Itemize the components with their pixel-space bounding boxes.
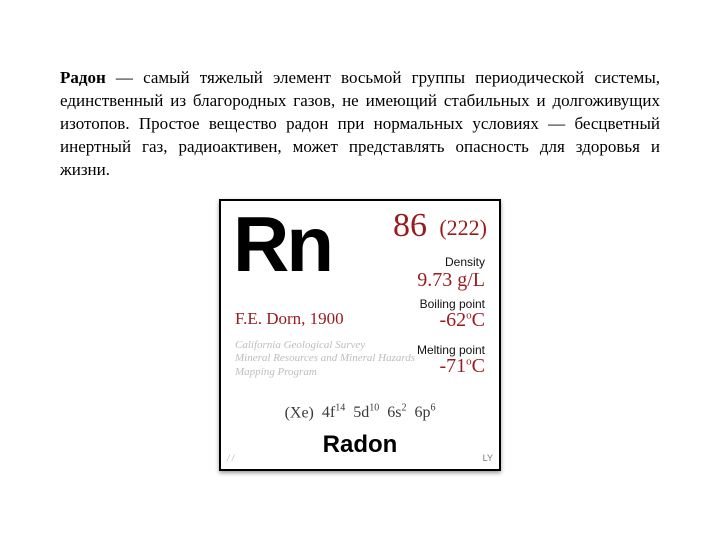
- boiling-value: -62oC: [439, 309, 485, 332]
- melting-unit: oC: [466, 355, 485, 377]
- paragraph-body: — самый тяжелый элемент восьмой группы п…: [60, 68, 660, 179]
- element-card: Rn 86 (222) F.E. Dorn, 1900 California G…: [219, 199, 501, 471]
- melting-value: -71oC: [439, 355, 485, 378]
- watermark-line1: California Geological Survey: [235, 339, 365, 351]
- lead-word: Радон: [60, 68, 106, 87]
- econf-term-2: 6s2: [387, 404, 406, 421]
- mass-number: (222): [439, 215, 487, 241]
- description-paragraph: Радон — самый тяжелый элемент восьмой гр…: [60, 67, 660, 182]
- element-card-wrap: Rn 86 (222) F.E. Dorn, 1900 California G…: [60, 199, 660, 476]
- page: Радон — самый тяжелый элемент восьмой гр…: [0, 0, 720, 496]
- econf-term-1: 5d10: [353, 404, 379, 421]
- corner-credit-right: LY: [483, 453, 493, 463]
- discoverer: F.E. Dorn, 1900: [235, 309, 344, 329]
- watermark-text: California Geological Survey Mineral Res…: [235, 339, 415, 380]
- econf-prefix: (Xe): [285, 404, 314, 421]
- econf-term-3: 6p6: [414, 404, 435, 421]
- density-label: Density: [445, 255, 485, 269]
- boiling-number: -62: [439, 309, 466, 331]
- melting-number: -71: [439, 355, 466, 377]
- element-symbol: Rn: [233, 199, 331, 290]
- electron-config: (Xe) 4f14 5d10 6s2 6p6: [221, 403, 499, 422]
- econf-term-0: 4f14: [322, 404, 345, 421]
- atomic-number: 86: [393, 207, 427, 245]
- density-value: 9.73 g/L: [417, 269, 485, 292]
- watermark-line3: Mapping Program: [235, 366, 317, 378]
- element-name: Radon: [221, 431, 499, 459]
- watermark-line2: Mineral Resources and Mineral Hazards: [235, 352, 415, 364]
- corner-credit-left: / /: [227, 453, 234, 463]
- boiling-unit: oC: [466, 309, 485, 331]
